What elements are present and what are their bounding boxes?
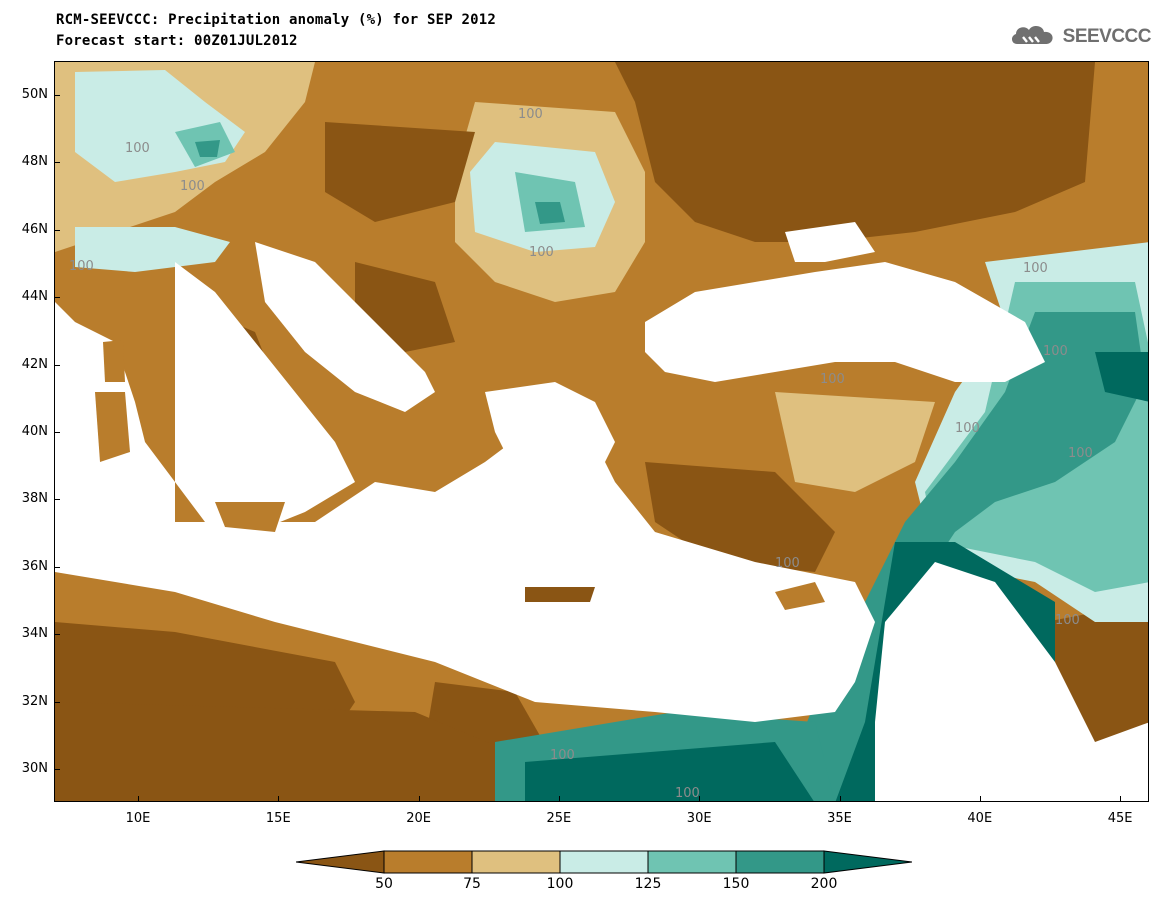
alps-wet-core-2	[195, 140, 220, 157]
mediterranean-sea	[55, 422, 875, 722]
latitude-tick	[54, 566, 60, 568]
colorbar-segment	[383, 850, 473, 874]
latitude-tick-label: 46N	[21, 221, 48, 237]
longitude-tick-label: 30E	[686, 811, 712, 826]
latitude-tick	[54, 297, 60, 299]
latitude-tick-label: 44N	[21, 289, 48, 305]
eastern-wet-extreme	[1095, 352, 1148, 402]
colorbar-level-label: 125	[634, 876, 662, 892]
map-panel: 100 100 100 100 100 100 100 100 100 100 …	[54, 61, 1149, 802]
contour-label: 100	[1068, 446, 1093, 461]
longitude-tick	[979, 796, 981, 802]
contour-label: 100	[125, 141, 150, 156]
eastern-wet-strong	[775, 312, 1145, 801]
colorbar	[296, 850, 912, 874]
colorbar-segment	[735, 850, 825, 874]
cyprus	[775, 582, 825, 610]
balkan-dry	[355, 262, 455, 352]
latitude-tick-label: 36N	[21, 558, 48, 574]
contour-label: 100	[675, 786, 700, 801]
corsica	[103, 340, 125, 382]
carpathian-wet-core-2	[535, 202, 565, 224]
cloud-rain-icon	[1011, 26, 1053, 44]
longitude-tick-label: 15E	[265, 811, 291, 826]
anomaly-map: 100 100 100 100 100 100 100 100 100 100 …	[55, 62, 1148, 801]
ukraine-dry	[615, 62, 1095, 242]
longitude-tick	[278, 796, 280, 802]
latitude-tick-label: 34N	[21, 626, 48, 642]
colorbar-high-arrow	[823, 850, 912, 874]
longitude-tick	[1120, 796, 1122, 802]
colorbar-segment	[471, 850, 561, 874]
latitude-tick-label: 40N	[21, 424, 48, 439]
colorbar-segment	[647, 850, 737, 874]
longitude-tick-label: 45E	[1107, 811, 1133, 826]
central-europe-dry	[325, 122, 475, 222]
contour-label: 100	[529, 245, 554, 260]
longitude-tick	[839, 796, 841, 802]
latitude-tick-label: 30N	[21, 761, 48, 776]
longitude-tick-label: 20E	[406, 811, 431, 826]
tyrrhenian-sea	[55, 262, 355, 532]
longitude-tick-label: 25E	[546, 811, 572, 826]
colorbar-level-label: 100	[546, 876, 574, 892]
colorbar-level-label: 150	[722, 876, 750, 892]
latitude-tick	[54, 634, 60, 636]
colorbar-level-label: 50	[375, 876, 393, 892]
latitude-tick	[54, 364, 60, 366]
crete	[525, 587, 595, 602]
seevccc-logo: SEEVCCC	[1009, 22, 1152, 52]
contour-label: 100	[955, 421, 980, 436]
contour-label: 100	[1023, 261, 1048, 276]
latitude-tick-label: 38N	[21, 491, 48, 507]
latitude-tick-label: 50N	[21, 87, 48, 102]
contour-label: 100	[775, 556, 800, 571]
latitude-tick	[54, 162, 60, 164]
contour-label: 100	[69, 259, 94, 274]
crimea	[785, 222, 875, 262]
longitude-tick	[699, 796, 701, 802]
aegean-sea	[485, 382, 615, 492]
sardinia	[95, 392, 130, 462]
latitude-tick	[54, 432, 60, 433]
colorbar-level-label: 75	[463, 876, 481, 892]
contour-label: 100	[550, 748, 575, 763]
logo-text: SEEVCCC	[1062, 26, 1152, 47]
longitude-tick-label: 35E	[827, 811, 852, 826]
contour-label: 100	[180, 179, 205, 194]
chart-title: RCM-SEEVCCC: Precipitation anomaly (%) f…	[56, 12, 497, 28]
latitude-tick	[54, 769, 60, 770]
latitude-tick	[54, 499, 60, 501]
contour-label: 100	[518, 107, 543, 122]
longitude-tick-label: 10E	[125, 811, 151, 826]
contour-label: 100	[1043, 344, 1068, 359]
black-sea	[645, 262, 1045, 382]
longitude-tick	[138, 796, 139, 802]
forecast-start-label: Forecast start: 00Z01JUL2012	[56, 33, 298, 49]
latitude-tick	[54, 701, 60, 703]
colorbar-segment	[559, 850, 649, 874]
contour-label: 100	[820, 372, 845, 387]
adriatic-sea	[255, 242, 435, 412]
longitude-tick	[418, 796, 420, 802]
latitude-tick-label: 48N	[21, 154, 48, 170]
colorbar-level-label: 200	[810, 876, 838, 892]
latitude-tick	[54, 229, 60, 231]
longitude-tick	[558, 796, 560, 802]
longitude-tick-label: 40E	[967, 811, 993, 826]
colorbar-low-arrow	[296, 850, 385, 874]
latitude-tick-label: 42N	[21, 356, 48, 372]
syrian-desert-nodata	[875, 562, 1148, 801]
anatolia-light-band	[775, 392, 935, 492]
latitude-tick-label: 32N	[21, 693, 48, 709]
latitude-tick	[54, 95, 60, 96]
west-alps-wet	[75, 227, 230, 272]
egypt-wet-extreme	[525, 742, 814, 801]
contour-label: 100	[1055, 613, 1080, 628]
sicily	[215, 502, 285, 532]
